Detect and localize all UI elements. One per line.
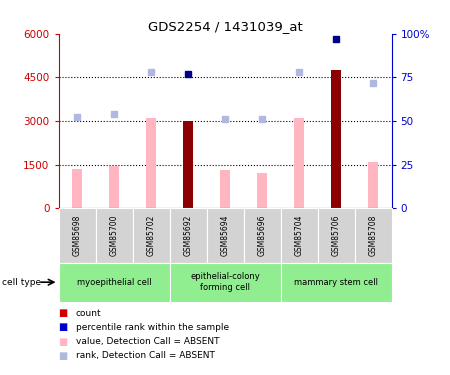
Text: ■: ■	[58, 351, 68, 361]
Text: ■: ■	[58, 337, 68, 346]
Bar	[257, 173, 267, 208]
Text: epithelial-colony
forming cell: epithelial-colony forming cell	[190, 273, 260, 292]
Text: GSM85698: GSM85698	[72, 214, 81, 256]
Text: GSM85702: GSM85702	[147, 214, 156, 256]
Title: GDS2254 / 1431039_at: GDS2254 / 1431039_at	[148, 20, 302, 33]
Text: GSM85692: GSM85692	[184, 214, 193, 256]
Text: mammary stem cell: mammary stem cell	[294, 278, 378, 286]
Bar	[183, 121, 193, 208]
Bar	[170, 208, 207, 262]
Bar	[243, 208, 280, 262]
Text: ■: ■	[58, 308, 68, 318]
Bar	[146, 118, 156, 208]
Bar	[58, 208, 95, 262]
Text: GSM85700: GSM85700	[109, 214, 118, 256]
Text: rank, Detection Call = ABSENT: rank, Detection Call = ABSENT	[76, 351, 215, 360]
Bar	[170, 262, 280, 302]
Text: ■: ■	[58, 322, 68, 332]
Text: percentile rank within the sample: percentile rank within the sample	[76, 323, 229, 332]
Bar	[95, 208, 132, 262]
Bar	[331, 70, 341, 208]
Text: GSM85704: GSM85704	[294, 214, 303, 256]
Text: GSM85694: GSM85694	[220, 214, 230, 256]
Text: GSM85696: GSM85696	[257, 214, 266, 256]
Bar	[72, 169, 82, 208]
Bar	[355, 208, 392, 262]
Text: count: count	[76, 309, 101, 318]
Bar	[280, 262, 392, 302]
Bar	[58, 262, 170, 302]
Bar	[280, 208, 318, 262]
Text: myoepithelial cell: myoepithelial cell	[76, 278, 151, 286]
Text: cell type: cell type	[2, 278, 41, 287]
Bar	[109, 166, 119, 208]
Bar	[368, 162, 378, 208]
Text: GSM85706: GSM85706	[332, 214, 341, 256]
Bar	[220, 170, 230, 208]
Bar	[318, 208, 355, 262]
Text: GSM85708: GSM85708	[369, 214, 378, 256]
Bar	[207, 208, 243, 262]
Bar	[132, 208, 170, 262]
Bar	[294, 118, 304, 208]
Text: value, Detection Call = ABSENT: value, Detection Call = ABSENT	[76, 337, 219, 346]
